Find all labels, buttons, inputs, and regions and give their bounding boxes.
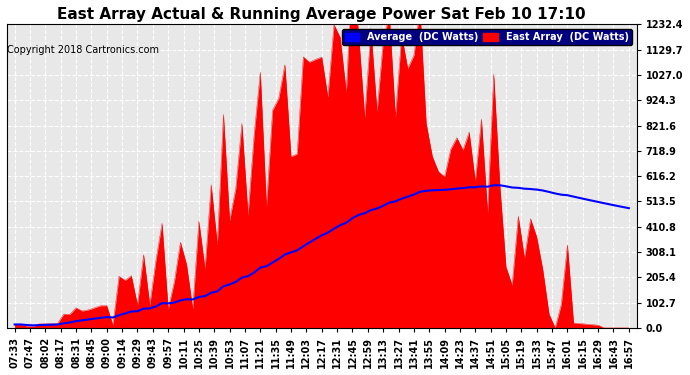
Legend: Average  (DC Watts), East Array  (DC Watts): Average (DC Watts), East Array (DC Watts…: [342, 29, 631, 45]
Title: East Array Actual & Running Average Power Sat Feb 10 17:10: East Array Actual & Running Average Powe…: [57, 7, 586, 22]
Text: Copyright 2018 Cartronics.com: Copyright 2018 Cartronics.com: [7, 45, 159, 55]
